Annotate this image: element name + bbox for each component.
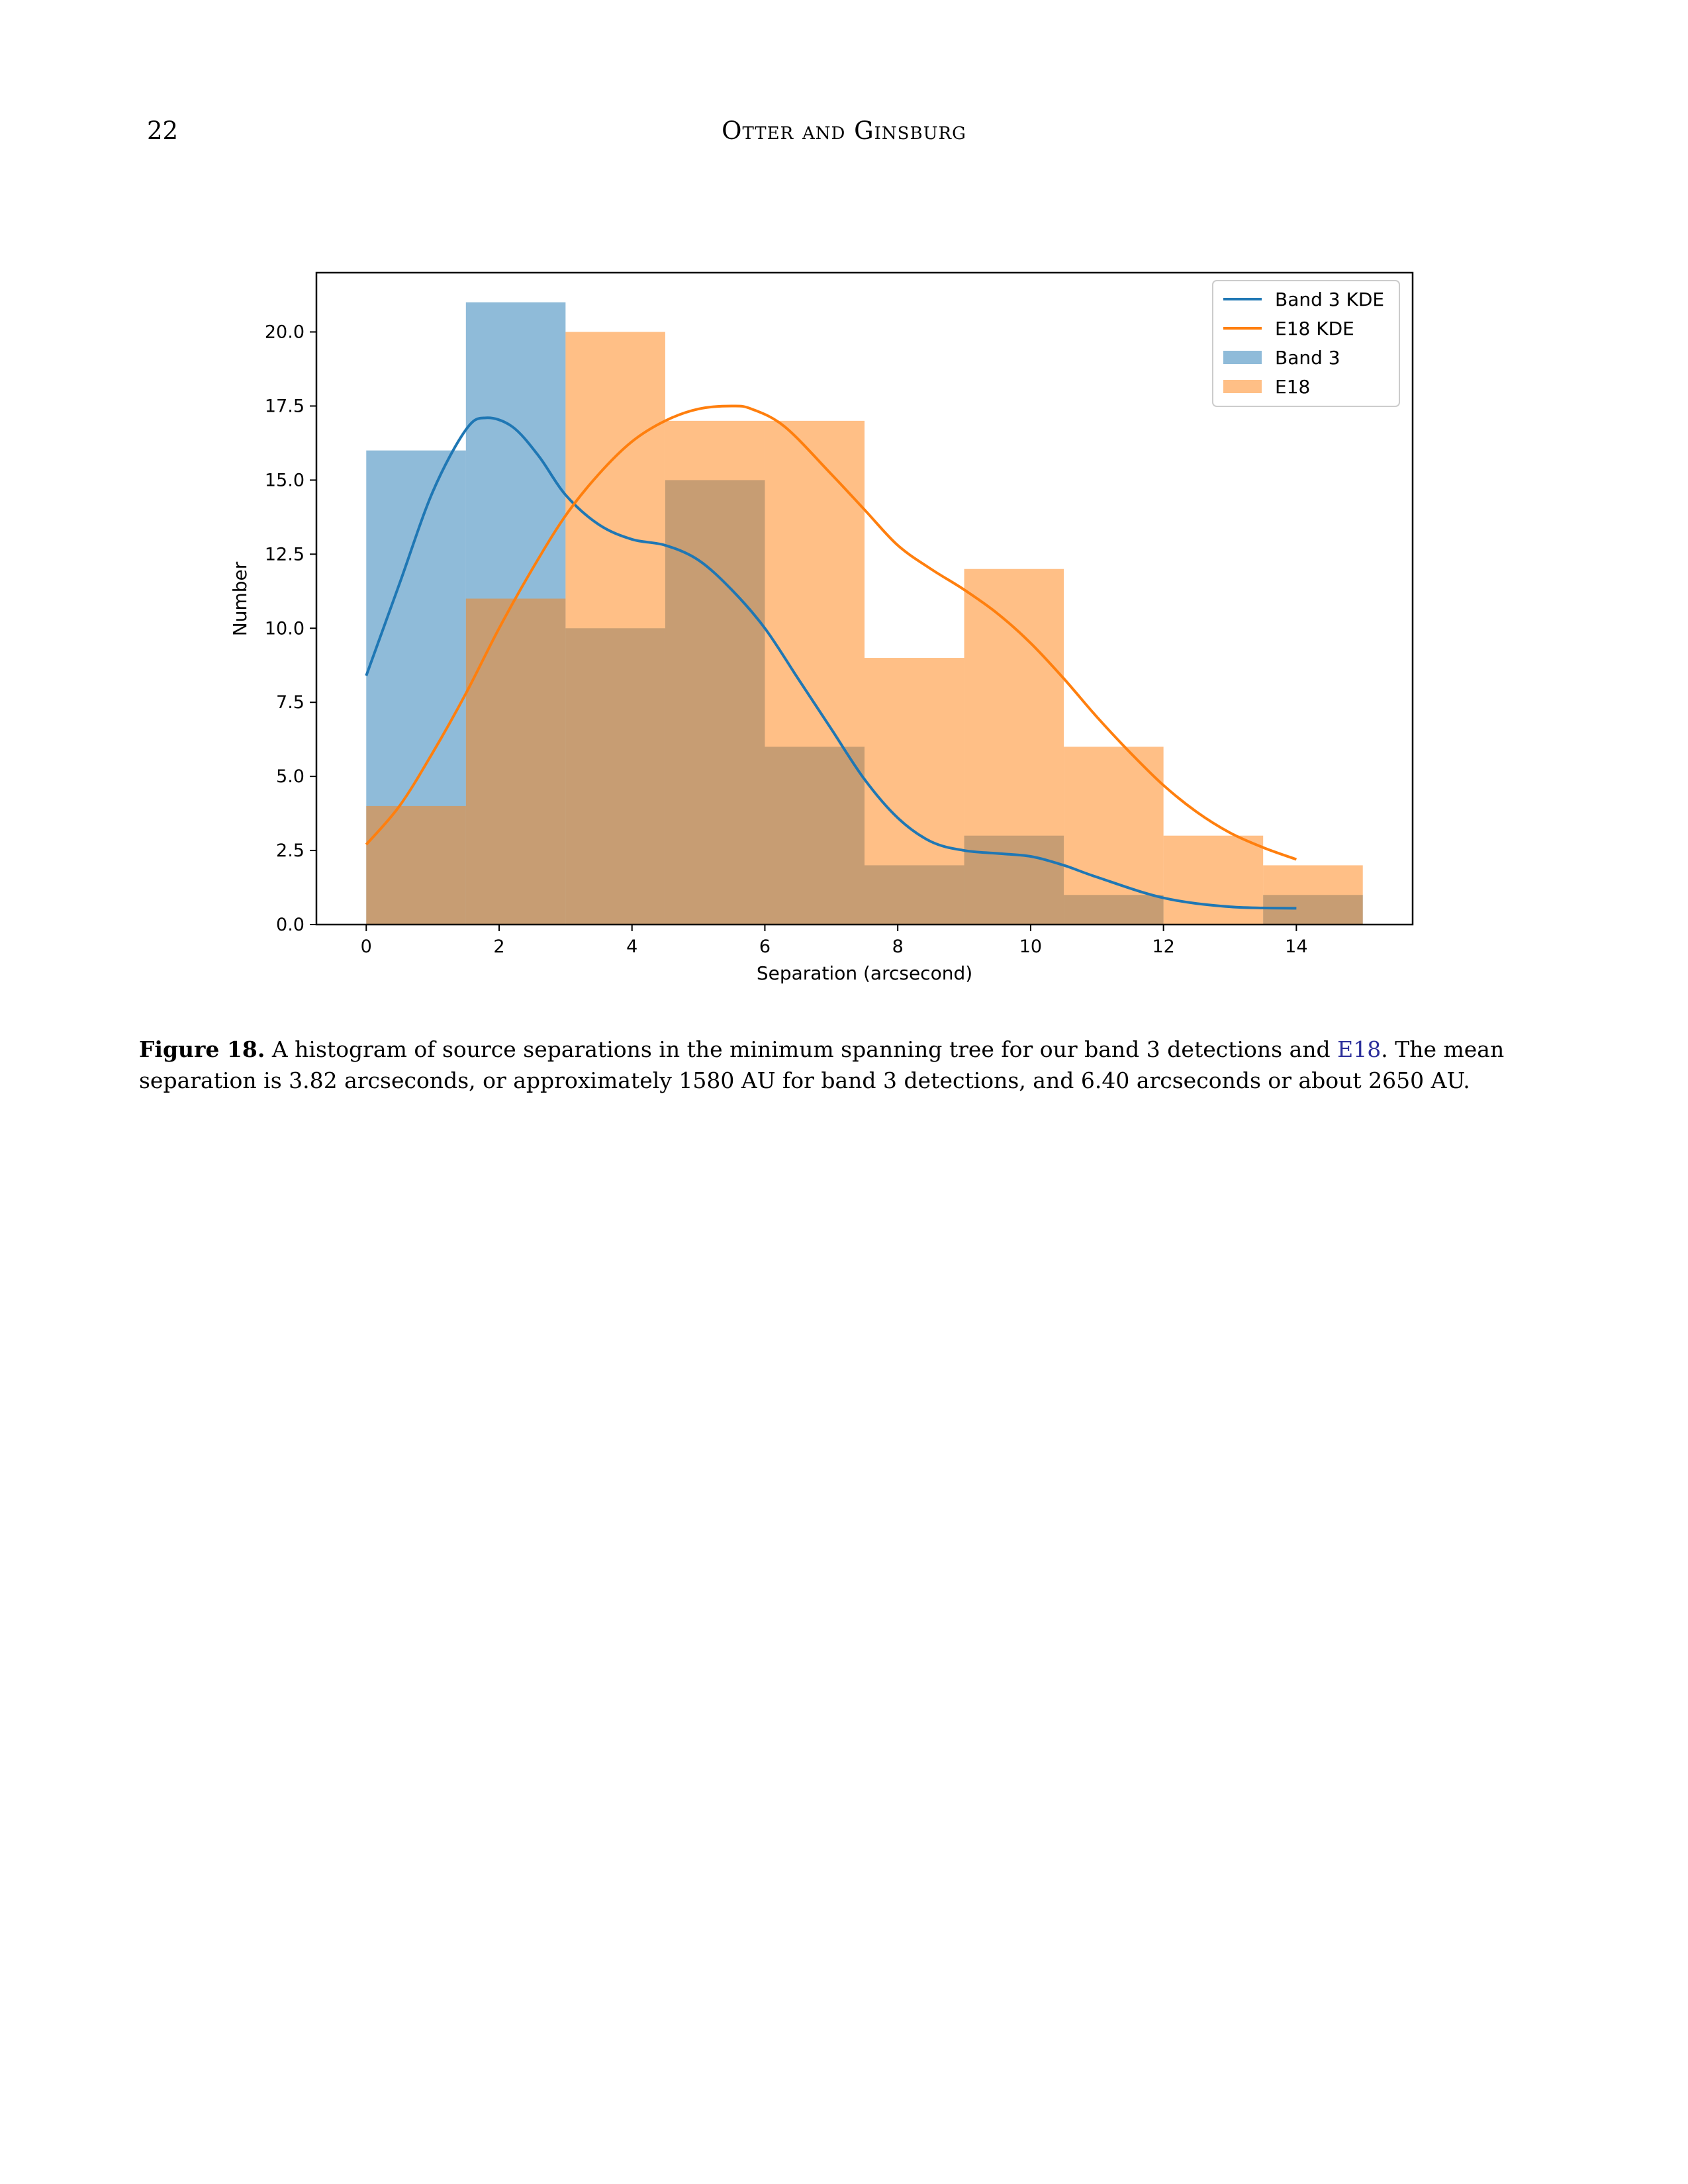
legend-box xyxy=(1212,280,1400,407)
y-tick-label: 12.5 xyxy=(265,544,305,565)
kde-curves xyxy=(365,404,1297,910)
e18-bar-4 xyxy=(765,420,865,925)
y-tick-label: 20.0 xyxy=(265,322,305,343)
figure-label: Figure 18. xyxy=(139,1036,265,1062)
y-tick-label: 0.0 xyxy=(276,915,305,935)
y-tick-label: 10.0 xyxy=(265,618,305,639)
figure-caption: Figure 18. A histogram of source separat… xyxy=(139,1034,1553,1096)
running-head: Otter and Ginsburg xyxy=(722,116,966,145)
x-tick-label: 0 xyxy=(361,936,372,957)
y-tick-label: 17.5 xyxy=(265,396,305,416)
x-axis-label: Separation (arcsecond) xyxy=(757,962,972,984)
y-axis-ticks: 0.0 2.5 5.0 7.5 10.0 12.5 15.0 17.5 20.0 xyxy=(265,322,316,935)
band3-kde-line xyxy=(365,416,1297,910)
legend-label: Band 3 xyxy=(1275,347,1340,369)
x-axis-ticks: 0 2 4 6 8 10 12 14 xyxy=(361,925,1308,957)
e18-bar-6 xyxy=(964,569,1064,925)
e18-bar-0 xyxy=(366,805,466,925)
x-tick-label: 6 xyxy=(759,936,771,957)
histogram-figure: 0 2 4 6 8 10 12 14 0.0 2.5 5.0 7.5 10.0 12.5 15.0 17.5… xyxy=(229,271,1414,984)
x-tick-label: 14 xyxy=(1285,936,1307,957)
caption-text: A histogram of source separations in the… xyxy=(265,1036,1338,1062)
legend: Band 3 KDE E18 KDE Band 3 E18 xyxy=(1212,280,1400,407)
e18-bar-2 xyxy=(565,332,665,925)
caption-text-continued: . The mean separation is 3.82 arcseconds… xyxy=(139,1036,1505,1093)
legend-patch-swatch xyxy=(1223,351,1262,364)
x-tick-label: 4 xyxy=(626,936,637,957)
y-axis-label: Number xyxy=(229,561,251,636)
y-tick-label: 15.0 xyxy=(265,470,305,490)
y-tick-label: 2.5 xyxy=(276,841,305,861)
legend-patch-swatch xyxy=(1223,380,1262,393)
citation-link[interactable]: E18 xyxy=(1337,1036,1382,1062)
e18-bar-5 xyxy=(865,658,964,925)
legend-label: Band 3 KDE xyxy=(1275,289,1384,310)
e18-kde-line xyxy=(365,404,1297,861)
histogram-bars xyxy=(366,302,1363,925)
y-tick-label: 5.0 xyxy=(276,766,305,787)
axes-frame xyxy=(315,271,1414,926)
e18-bar-9 xyxy=(1263,865,1363,925)
x-tick-label: 2 xyxy=(493,936,504,957)
page-number: 22 xyxy=(147,116,179,145)
e18-bar-7 xyxy=(1064,747,1164,925)
x-tick-label: 8 xyxy=(892,936,904,957)
x-tick-label: 12 xyxy=(1152,936,1174,957)
e18-bar-1 xyxy=(465,598,566,925)
legend-label: E18 KDE xyxy=(1275,318,1354,340)
e18-bar-8 xyxy=(1163,835,1264,925)
legend-label: E18 xyxy=(1275,376,1310,398)
y-tick-label: 7.5 xyxy=(276,692,305,713)
e18-bar-3 xyxy=(665,420,765,925)
x-tick-label: 10 xyxy=(1019,936,1042,957)
